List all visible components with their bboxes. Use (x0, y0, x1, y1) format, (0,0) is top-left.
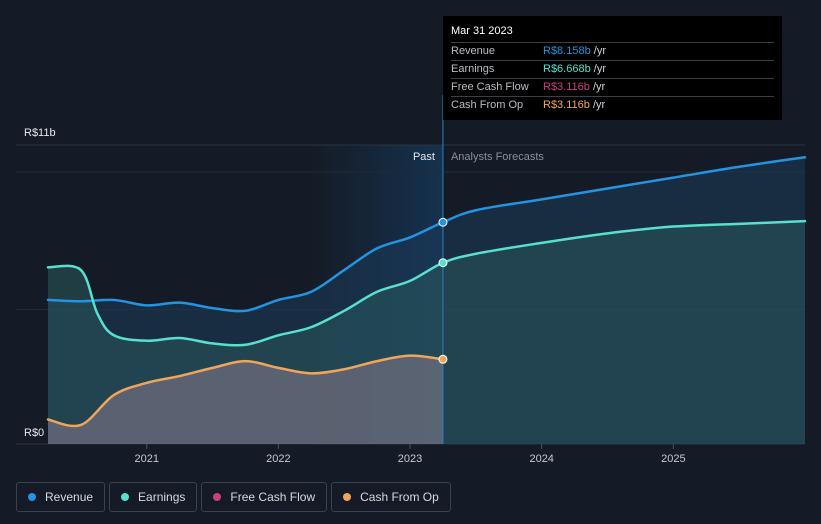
tooltip-row-earnings: Earnings R$6.668b /yr (451, 60, 774, 78)
cash-from-op-line (46, 354, 445, 428)
earnings-dot-icon (121, 493, 130, 501)
cash-from-op-area (48, 355, 443, 444)
legend-label: Cash From Op (360, 490, 439, 504)
x-tick-label: 2025 (661, 453, 685, 465)
tooltip-unit: /yr (590, 63, 606, 75)
tooltip-label: Cash From Op (451, 99, 524, 111)
tooltip-date: Mar 31 2023 (451, 25, 513, 37)
x-tick-label: 2023 (398, 453, 422, 465)
tooltip-value: R$6.668b (543, 63, 591, 75)
earnings-marker[interactable] (438, 258, 448, 268)
legend-item-cash-from-op[interactable]: Cash From Op (331, 482, 451, 512)
revenue-dot-icon (28, 493, 36, 501)
forecast-region-label: Analysts Forecasts (451, 151, 544, 163)
free-cash-flow-dot-icon (213, 493, 222, 501)
tooltip-label: Revenue (451, 45, 496, 57)
tooltip-value: R$3.116b (543, 81, 590, 93)
tooltip-row-revenue: Revenue R$8.158b /yr (451, 42, 774, 60)
legend-item-free-cash-flow[interactable]: Free Cash Flow (201, 482, 328, 512)
x-tick-label: 2022 (266, 453, 290, 465)
legend-label: Revenue (45, 490, 94, 504)
legend-label: Earnings (138, 490, 186, 504)
earnings-line (46, 219, 807, 347)
revenue-marker[interactable] (438, 217, 448, 227)
cash-from-op-marker[interactable] (438, 354, 448, 364)
tooltip-unit: /yr (589, 81, 606, 93)
tooltip-label: Earnings (451, 63, 495, 75)
tooltip-row-cash-from-op: Cash From Op R$3.116b /yr (451, 96, 774, 114)
cash-from-op-dot-icon (343, 493, 352, 501)
data-tooltip: Mar 31 2023 Revenue R$8.158b /yr Earning… (443, 16, 782, 120)
x-tick-label: 2024 (529, 453, 553, 465)
tooltip-unit: /yr (590, 45, 606, 57)
tooltip-unit: /yr (589, 99, 606, 111)
tooltip-value: R$8.158b (543, 45, 591, 57)
tooltip-value: R$3.116b (543, 99, 590, 111)
past-region-label: Past (413, 151, 435, 163)
tooltip-label: Free Cash Flow (451, 81, 529, 93)
legend-item-revenue[interactable]: Revenue (16, 482, 106, 512)
chart-legend: Revenue Earnings Free Cash Flow Cash Fro… (16, 482, 451, 512)
tooltip-row-free-cash-flow: Free Cash Flow R$3.116b /yr (451, 78, 774, 96)
line-chart: R$11b R$0 Past Analysts Forecasts 2021 20… (16, 95, 807, 465)
y-axis-bottom-label: R$0 (24, 427, 44, 439)
legend-label: Free Cash Flow (230, 490, 316, 504)
x-tick-label: 2021 (134, 453, 158, 465)
y-axis-top-label: R$11b (24, 127, 56, 139)
revenue-line (46, 155, 807, 313)
legend-item-earnings[interactable]: Earnings (109, 482, 198, 512)
